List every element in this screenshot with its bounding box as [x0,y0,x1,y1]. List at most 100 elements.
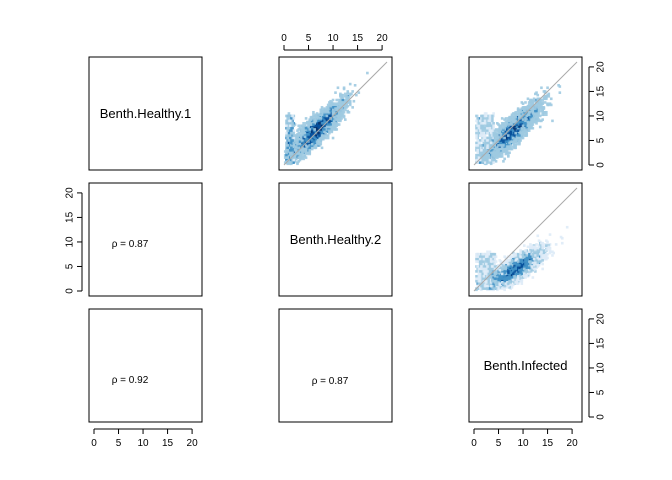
density-cell [476,161,479,164]
density-cell [549,103,553,107]
density-cell [521,118,525,121]
density-cell [488,267,492,271]
density-cell [298,142,302,146]
density-cell [510,140,514,144]
density-cell [301,129,304,132]
density-cell [475,136,478,140]
density-cell [476,287,479,290]
density-cell [290,146,293,150]
density-cell [503,279,506,283]
density-cell [494,282,498,285]
density-cell [519,123,522,126]
density-cell [503,284,506,288]
density-cell [532,99,536,103]
density-cell [486,161,489,164]
density-cell [525,270,529,273]
density-cell [318,117,321,120]
density-cell [516,260,520,263]
density-cell [509,281,513,284]
density-cell [315,128,319,131]
density-cell [503,157,506,161]
density-cell [521,120,525,124]
density-cell [530,249,533,252]
density-cell [509,283,513,287]
density-cell [541,110,544,114]
density-cell [488,265,492,268]
density-cell [320,146,324,150]
density-cell [488,134,492,137]
density-cell [326,134,330,137]
density-cell [492,126,495,130]
density-cell [541,118,544,121]
density-cell [505,257,509,261]
density-cell [475,146,478,150]
density-cell [326,125,330,129]
density-cell [475,114,478,118]
density-cell [500,146,504,150]
density-cell [558,91,562,94]
density-cell [484,267,488,271]
density-cell [498,147,502,151]
density-cell [531,246,535,250]
density-cell [476,265,479,268]
density-cell [484,141,488,145]
density-cell [296,142,299,146]
density-cell [351,106,354,109]
density-cell [529,260,532,263]
density-cell [489,262,493,266]
density-cell [487,260,491,263]
density-cell [335,114,339,118]
bottom-axis-col1-tick-label: 10 [137,438,149,449]
density-cell [493,277,497,281]
density-cell [488,117,492,120]
density-cell [476,151,479,155]
density-cell [541,267,544,271]
density-cell [551,119,554,123]
density-cell [499,125,503,129]
density-cell [524,117,527,120]
density-cell [292,134,296,137]
density-cell [350,92,353,96]
density-cell [482,156,486,159]
diag-label-3: Benth.Infected [484,358,568,373]
bottom-axis-col1-tick-label: 15 [162,438,174,449]
density-cell [328,120,331,124]
left-axis-row2-tick-label: 5 [65,263,76,269]
density-cell [492,255,495,258]
density-cell [475,156,478,159]
density-cell [484,260,488,263]
density-cell [304,147,308,151]
density-cell [491,153,494,157]
density-cell [557,83,560,87]
density-cell [488,287,492,290]
density-cell [483,119,487,123]
density-cell [526,120,530,124]
density-cell [493,134,497,137]
density-cell [494,260,498,263]
density-cell [318,113,321,117]
density-cell [296,129,299,132]
density-cell [522,244,526,247]
density-cell [510,255,514,258]
density-cell [346,91,350,94]
density-cell [486,250,489,254]
density-cell [337,98,341,102]
density-cell [315,112,319,115]
density-cell [534,92,537,96]
density-cell [507,117,510,120]
density-cell [482,151,486,155]
density-cell [508,147,511,151]
density-cell [495,148,499,152]
density-cell [324,131,327,135]
density-cell [538,98,542,102]
density-cell [366,71,369,75]
density-cell [312,110,315,114]
density-cell [336,86,340,90]
density-cell [510,267,514,271]
density-cell [493,144,497,147]
density-cell [503,276,506,279]
density-cell [308,123,312,126]
density-cell [319,140,323,144]
right-axis-row1-tick-label: 15 [596,85,607,97]
